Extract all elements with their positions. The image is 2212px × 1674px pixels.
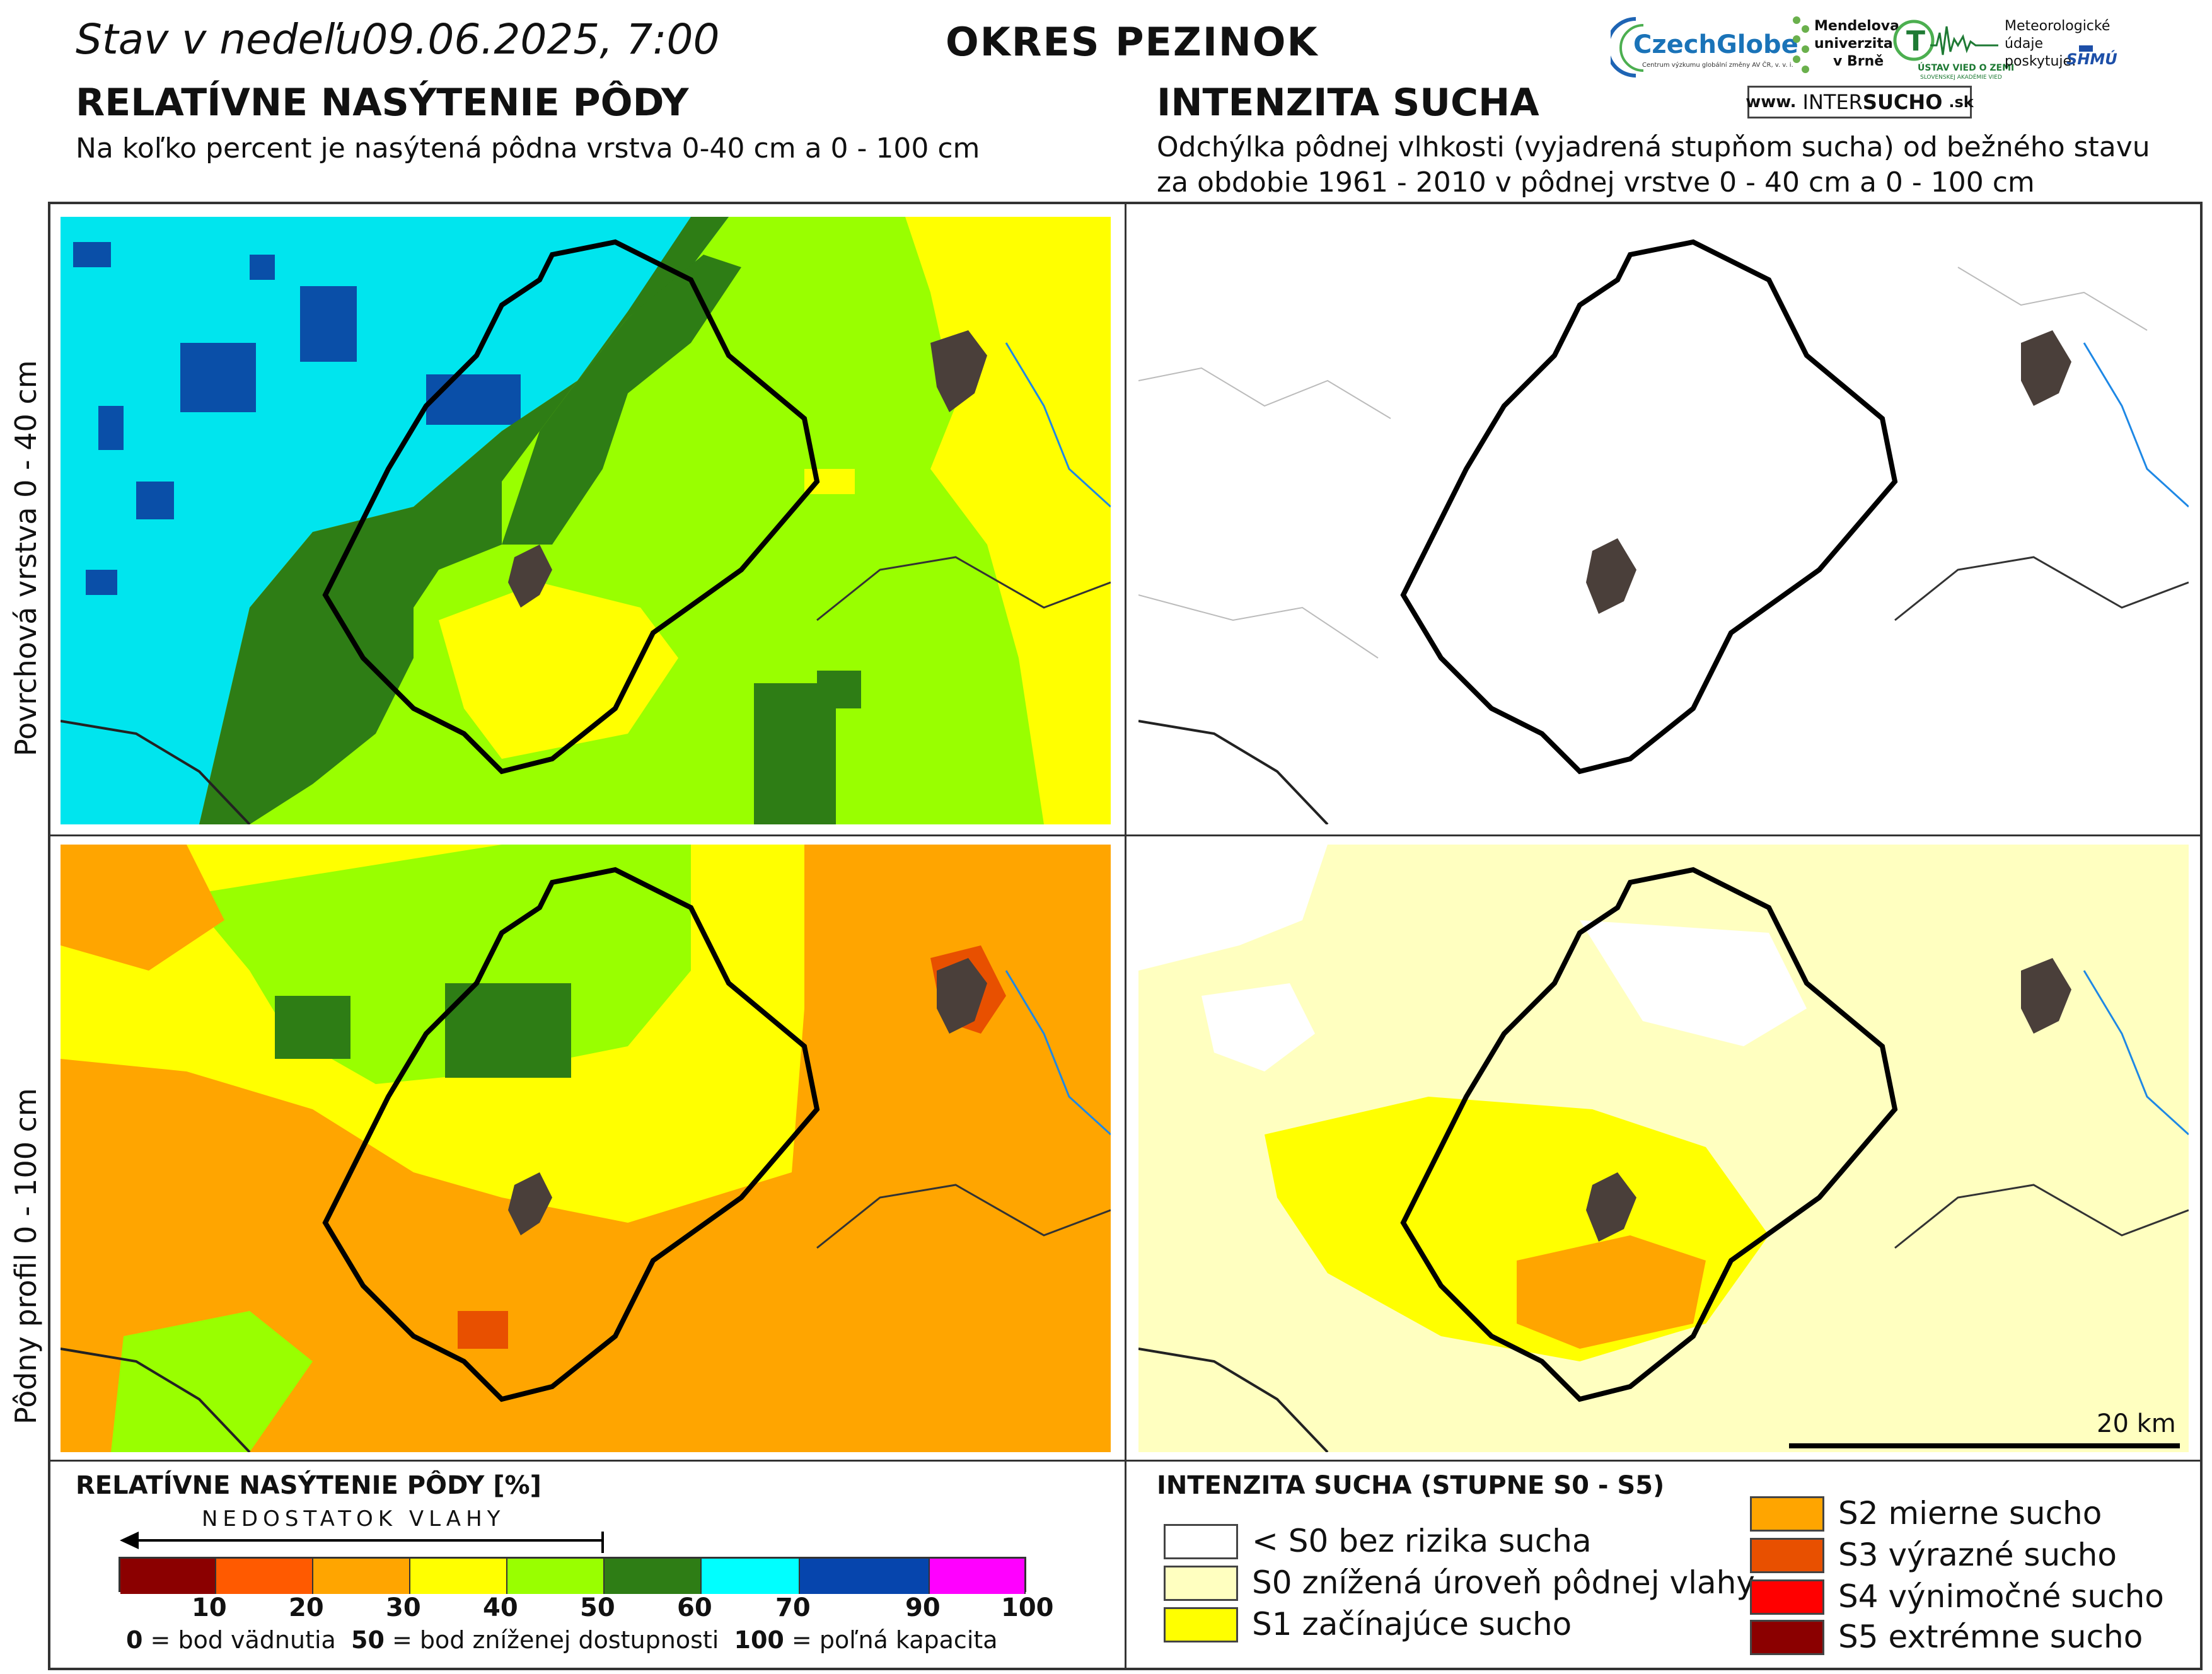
scale-segment: [120, 1559, 216, 1594]
right-heading: INTENZITA SUCHA: [1157, 81, 1539, 125]
mendel-line1: Mendelova: [1814, 18, 1899, 34]
czechglobe-text: CzechGlobe: [1633, 30, 1798, 59]
drought-legend-label: S4 výnimočné sucho: [1838, 1578, 2164, 1615]
czechglobe-logo: CzechGlobe Centrum výzkumu globální změn…: [1606, 13, 1798, 82]
scale-segment: [800, 1559, 930, 1594]
right-subheading-line1: Odchýlka pôdnej vlhkosti (vyjadrená stup…: [1157, 131, 2150, 163]
scale-tick-label: 20: [289, 1593, 324, 1622]
drought-legend-swatch: [1164, 1524, 1238, 1559]
uvz-logo: T ÚSTAV VIED O ZEMI SLOVENSKEJ AKADÉMIE …: [1892, 14, 2014, 83]
map-saturation-topsoil: [60, 217, 1112, 826]
mendel-logo: Mendelova univerzita v Brně: [1790, 13, 1899, 88]
date-prefix: Stav v nedeľu: [76, 15, 362, 64]
map-saturation-profile: [60, 845, 1112, 1453]
legend-right-title: INTENZITA SUCHA (STUPNE S0 - S5): [1157, 1471, 1665, 1500]
row-label-bottom: Pôdny profil 0 - 100 cm: [9, 1088, 43, 1424]
scale-tick-label: 90: [905, 1593, 941, 1622]
drought-legend-swatch: [1750, 1620, 1824, 1655]
scale-tick-label: 100: [1001, 1593, 1054, 1622]
svg-text:T: T: [1906, 25, 1925, 57]
drought-legend-swatch: [1750, 1538, 1824, 1573]
scale-tick-label: 30: [386, 1593, 421, 1622]
scale-segment: [605, 1559, 702, 1594]
saturation-scale-ticks: 10 20 30 40 50 60 70 90 100: [119, 1592, 1054, 1624]
scale-segment: [313, 1559, 410, 1594]
right-subheading-line2: za obdobie 1961 - 2010 v pôdnej vrstve 0…: [1157, 166, 2035, 199]
map-date: Stav v nedeľu09.06.2025, 7:00: [76, 15, 719, 64]
legend-left-title: RELATÍVNE NASÝTENIE PÔDY [%]: [76, 1471, 541, 1500]
mendel-line2: univerzita: [1814, 36, 1893, 52]
drought-legend-swatch: [1164, 1566, 1238, 1601]
scale-segment: [216, 1559, 313, 1594]
intersucho-a: INTER: [1802, 90, 1863, 114]
intersucho-link[interactable]: www. INTER SUCHO .sk: [1746, 86, 1974, 118]
scale-tick-label: 70: [775, 1593, 811, 1622]
uvz-subtext: SLOVENSKEJ AKADÉMIE VIED: [1920, 74, 2002, 81]
uvz-text: ÚSTAV VIED O ZEMI: [1918, 63, 2015, 73]
intersucho-prefix: www.: [1746, 93, 1797, 112]
note-50-num: 50: [351, 1626, 385, 1654]
saturation-color-scale: [119, 1557, 1026, 1594]
scale-tick-label: 40: [483, 1593, 518, 1622]
drought-legend-label: < S0 bez rizika sucha: [1252, 1523, 1592, 1559]
right-subheading: Odchýlka pôdnej vlhkosti (vyjadrená stup…: [1157, 130, 2150, 200]
drought-legend-label: S3 výrazné sucho: [1838, 1537, 2117, 1573]
left-subheading: Na koľko percent je nasýtená pôdna vrstv…: [76, 132, 980, 165]
map-drought-profile: 20 km: [1138, 845, 2190, 1453]
intersucho-suffix: .sk: [1949, 93, 1974, 111]
note-0-num: 0: [126, 1626, 143, 1654]
scale-bar-label: 20 km: [2097, 1409, 2176, 1438]
shmu-text: SHMÚ: [2066, 50, 2117, 68]
drought-legend-label: S0 znížená úroveň pôdnej vlahy: [1252, 1564, 1755, 1601]
drought-legend-label: S2 mierne sucho: [1838, 1495, 2102, 1532]
date-value: 09.06.2025, 7:00: [361, 15, 720, 64]
deficit-arrow: NEDOSTATOK VLAHY: [120, 1506, 604, 1553]
mendel-line3: v Brně: [1833, 54, 1884, 69]
scale-segment: [507, 1559, 605, 1594]
shmu-logo: SHMÚ: [2066, 44, 2129, 72]
meteo-line2: údaje: [2005, 36, 2044, 52]
scale-tick-label: 10: [192, 1593, 227, 1622]
row-label-top: Povrchová vrstva 0 - 40 cm: [9, 360, 43, 756]
drought-legend-label: S5 extrémne sucho: [1838, 1619, 2143, 1655]
meteo-provider: Meteorologické údaje poskytuje:: [2005, 18, 2131, 81]
district-title: OKRES PEZINOK: [946, 19, 1319, 65]
drought-legend-swatch: [1750, 1579, 1824, 1615]
saturation-notes: 0 = bod vädnutia 50 = bod zníženej dostu…: [126, 1626, 998, 1654]
note-100-text: = poľná kapacita: [784, 1626, 998, 1654]
map-drought-topsoil: [1138, 217, 2190, 826]
note-100-num: 100: [734, 1626, 784, 1654]
grid-divider-vertical: [1125, 202, 1126, 1670]
scale-segment: [410, 1559, 507, 1594]
scale-segment: [930, 1559, 1026, 1594]
meteo-line3: poskytuje:: [2005, 54, 2076, 69]
scale-tick-label: 60: [677, 1593, 712, 1622]
deficit-arrow-label: NEDOSTATOK VLAHY: [202, 1506, 506, 1532]
grid-divider-legend: [48, 1460, 2203, 1462]
intersucho-b: SUCHO: [1862, 90, 1943, 114]
drought-legend-swatch: [1164, 1607, 1238, 1642]
scale-tick-label: 50: [580, 1593, 615, 1622]
scale-segment: [702, 1559, 800, 1594]
meteo-line1: Meteorologické: [2005, 18, 2111, 34]
note-0-text: = bod vädnutia: [142, 1626, 351, 1654]
drought-legend-swatch: [1750, 1496, 1824, 1532]
grid-divider-middle: [48, 834, 2203, 836]
drought-legend-label: S1 začínajúce sucho: [1252, 1606, 1572, 1642]
left-heading: RELATÍVNE NASÝTENIE PÔDY: [76, 81, 689, 125]
czechglobe-subtext: Centrum výzkumu globální změny AV ČR, v.…: [1642, 62, 1793, 69]
note-50-text: = bod zníženej dostupnosti: [384, 1626, 734, 1654]
